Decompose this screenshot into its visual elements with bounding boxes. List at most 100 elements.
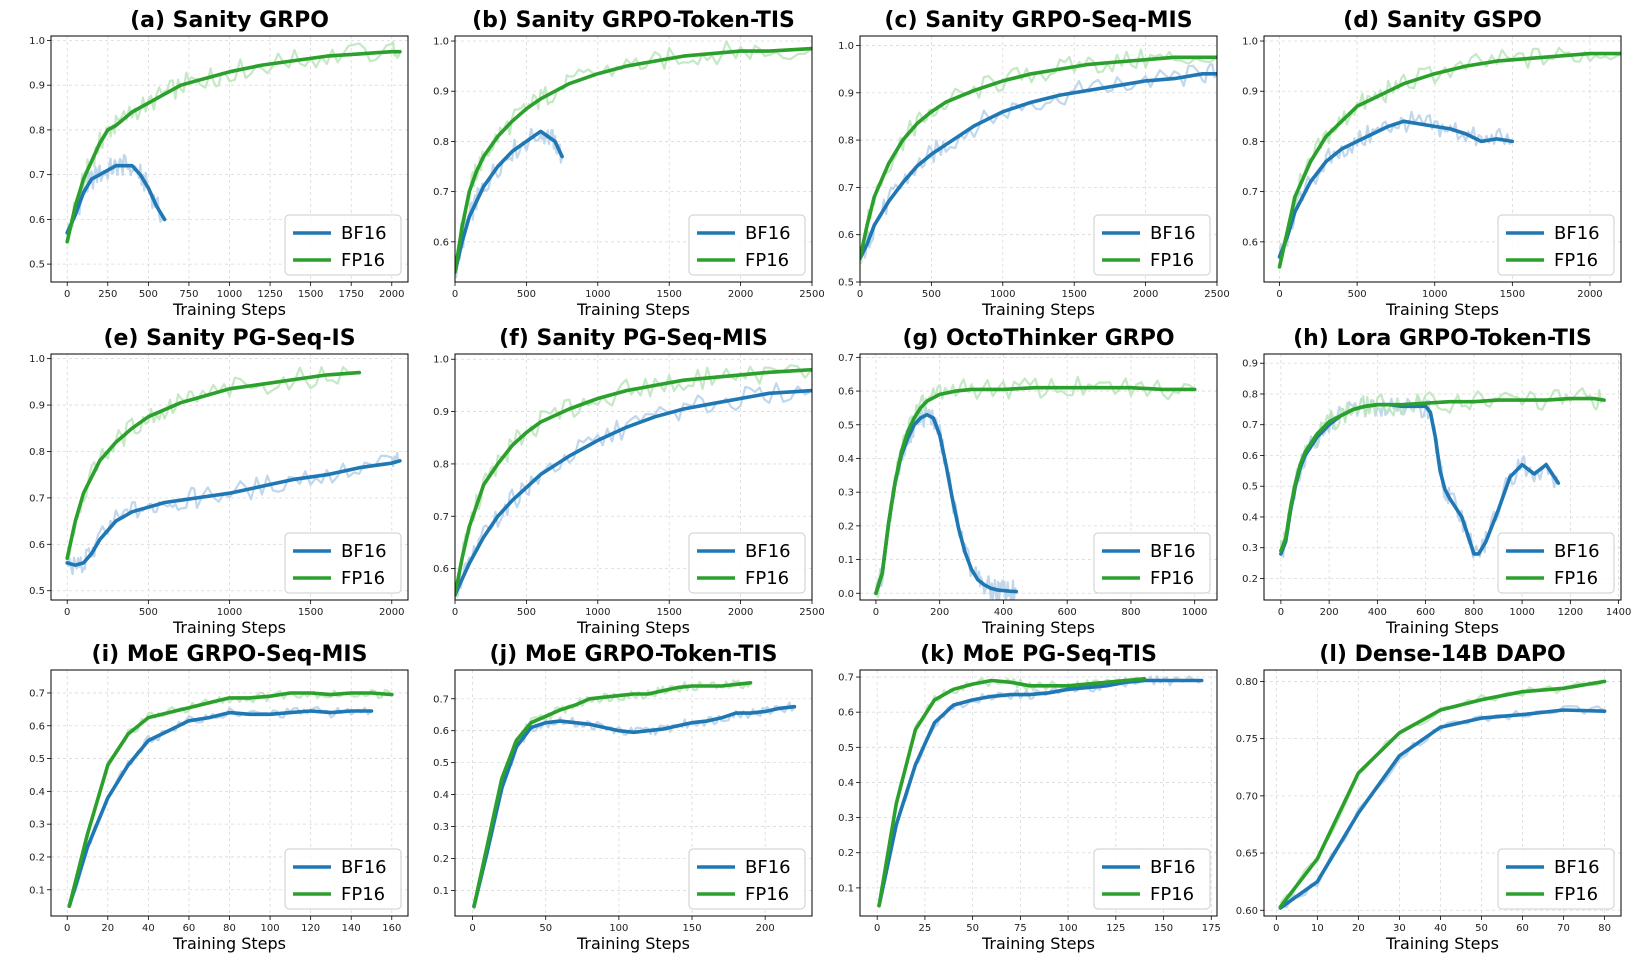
fp16-legend-label: FP16: [1150, 568, 1194, 589]
y-tick-label: 0.9: [29, 81, 45, 92]
data-layer: [877, 675, 1204, 908]
x-axis-label: Training Steps: [576, 934, 690, 953]
y-tick-label: 0.8: [838, 136, 854, 147]
x-tick-label: 500: [922, 289, 941, 300]
panel-2: (c) Sanity GRPO-Seq-MIS 0 500 1000 1500 2000 2…: [838, 8, 1230, 319]
x-tick-label: 1500: [656, 289, 681, 300]
panel-title: (f) Sanity PG-Seq-MIS: [499, 326, 768, 351]
y-tick-label: 1.0: [1242, 37, 1258, 48]
y-tick-label: 0.5: [433, 758, 449, 769]
fp16-series-line: [860, 55, 1217, 261]
x-tick-label: 150: [682, 923, 701, 934]
panel-title: (h) Lora GRPO-Token-TIS: [1293, 326, 1592, 351]
y-tick-label: 1.0: [433, 355, 449, 366]
x-tick-label: 0: [452, 289, 458, 300]
bf16-raw-line: [455, 127, 564, 279]
data-layer: [1277, 46, 1621, 269]
panel-6: (g) OctoThinker GRPO 0 200 400 600 800 1000 0.0…: [838, 326, 1218, 637]
panel-title: (g) OctoThinker GRPO: [902, 326, 1174, 351]
fp16-legend-label: FP16: [341, 568, 385, 589]
x-tick-label: 120: [301, 923, 320, 934]
y-tick-label: 0.1: [433, 886, 449, 897]
x-tick-label: 1500: [298, 289, 323, 300]
x-tick-label: 0: [857, 289, 863, 300]
fp16-legend-label: FP16: [1554, 568, 1598, 589]
y-tick-label: 1.0: [29, 354, 45, 365]
x-axis-label: Training Steps: [576, 300, 690, 319]
y-tick-label: 0.2: [838, 848, 854, 859]
panel-title: (l) Dense-14B DAPO: [1319, 642, 1565, 667]
y-tick-label: 0.0: [838, 589, 854, 600]
x-tick-label: 2500: [799, 607, 824, 618]
x-tick-label: 500: [517, 607, 536, 618]
y-tick-label: 0.80: [1236, 677, 1258, 688]
y-tick-label: 0.5: [838, 278, 854, 289]
x-tick-label: 80: [1598, 923, 1611, 934]
y-tick-label: 0.9: [838, 88, 854, 99]
y-tick-label: 0.65: [1236, 849, 1258, 860]
x-tick-label: 200: [756, 923, 775, 934]
x-tick-label: 20: [1352, 923, 1365, 934]
y-tick-label: 0.5: [838, 420, 854, 431]
x-tick-label: 0: [64, 923, 70, 934]
y-tick-label: 0.9: [1242, 359, 1258, 370]
x-tick-label: 2000: [379, 289, 404, 300]
x-tick-label: 750: [179, 289, 198, 300]
x-tick-label: 0: [873, 607, 879, 618]
axes-frame: [1263, 669, 1622, 917]
x-tick-label: 140: [342, 923, 361, 934]
bf16-series-line: [65, 459, 402, 567]
y-tick-label: 0.7: [29, 170, 45, 181]
x-tick-label: 30: [1393, 923, 1406, 934]
bf16-legend-label: BF16: [341, 223, 387, 244]
x-tick-label: 1250: [257, 289, 282, 300]
x-axis-label: Training Steps: [981, 618, 1095, 637]
y-tick-label: 0.6: [29, 540, 45, 551]
y-tick-label: 0.4: [838, 778, 854, 789]
fp16-series-line: [877, 677, 1147, 908]
y-tick-label: 0.1: [838, 883, 854, 894]
panel-9: (j) MoE GRPO-Token-TIS 0 50 100 150 200 0.1 0.2…: [433, 642, 813, 953]
bf16-legend-label: BF16: [1554, 857, 1600, 878]
x-tick-label: 1000: [1422, 289, 1447, 300]
legend: BF16 FP16: [1093, 532, 1211, 594]
x-tick-label: 0: [469, 923, 475, 934]
x-axis-label: Training Steps: [172, 934, 286, 953]
fp16-legend-label: FP16: [1554, 884, 1598, 905]
bf16-series-line: [1278, 708, 1607, 910]
bf16-legend-label: BF16: [1150, 857, 1196, 878]
x-tick-label: 2000: [1577, 289, 1602, 300]
y-tick-label: 0.6: [433, 564, 449, 575]
x-tick-label: 1500: [656, 607, 681, 618]
data-layer: [1278, 679, 1607, 910]
x-tick-label: 100: [261, 923, 280, 934]
x-tick-label: 500: [139, 607, 158, 618]
panel-title: (a) Sanity GRPO: [130, 8, 329, 33]
y-tick-label: 0.3: [838, 488, 854, 499]
x-tick-label: 2000: [728, 289, 753, 300]
y-tick-label: 0.6: [838, 387, 854, 398]
axes-frame: [859, 35, 1218, 283]
bf16-raw-line: [875, 405, 1018, 600]
x-tick-label: 250: [98, 289, 117, 300]
y-tick-label: 0.6: [1242, 451, 1258, 462]
y-tick-label: 0.8: [433, 459, 449, 470]
fp16-legend-label: FP16: [1554, 250, 1598, 271]
bf16-series-line: [1277, 119, 1515, 259]
x-tick-label: 400: [994, 607, 1013, 618]
legend: BF16 FP16: [688, 214, 806, 276]
x-tick-label: 50: [539, 923, 552, 934]
y-tick-label: 0.6: [433, 237, 449, 248]
legend: BF16 FP16: [284, 848, 402, 910]
x-tick-label: 2000: [728, 607, 753, 618]
bf16-series-line: [874, 412, 1018, 596]
fp16-legend-label: FP16: [1150, 884, 1194, 905]
bf16-series-line: [455, 388, 812, 597]
y-tick-label: 0.4: [29, 787, 45, 798]
x-tick-label: 400: [1368, 607, 1387, 618]
x-tick-label: 0: [1273, 923, 1279, 934]
x-tick-label: 150: [1154, 923, 1173, 934]
y-tick-label: 0.6: [1242, 237, 1258, 248]
y-tick-label: 0.7: [433, 694, 449, 705]
y-tick-label: 0.1: [838, 555, 854, 566]
